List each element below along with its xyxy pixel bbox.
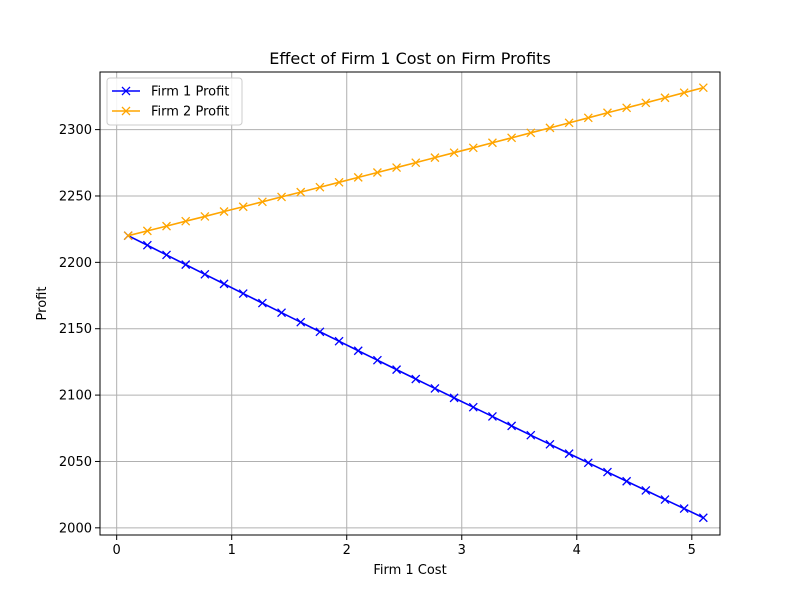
firm-2-profit-marker [468, 143, 478, 153]
firm-2-profit-marker [238, 202, 248, 212]
plot-area [100, 72, 720, 535]
firm-2-profit-marker [583, 113, 593, 123]
firm-2-profit-series [123, 83, 708, 241]
firm-2-profit-marker [449, 148, 459, 158]
firm-1-profit-marker [449, 393, 459, 403]
firm-1-profit-marker [564, 449, 574, 459]
firm-1-profit-marker [583, 458, 593, 468]
firm-2-profit-marker [296, 187, 306, 197]
plot-frame [99, 71, 721, 536]
firm-1-profit-marker [698, 513, 708, 523]
firm-1-profit-marker [641, 485, 651, 495]
firm-1-profit-series [123, 231, 708, 523]
firm-2-profit-marker [315, 182, 325, 192]
firm-2-profit-marker [430, 153, 440, 163]
firm-2-profit-legend-label: Firm 2 Profit [151, 105, 229, 120]
firm-2-profit-marker [660, 93, 670, 103]
firm-2-profit-marker [162, 221, 171, 231]
firm-1-profit-marker [507, 421, 517, 431]
firm-1-profit-marker [219, 279, 229, 289]
firm-1-profit-legend-marker [121, 86, 131, 96]
firm-2-profit-marker [545, 123, 555, 133]
firm-2-profit-marker [334, 177, 344, 187]
y-tick-label: 2100 [59, 389, 92, 404]
y-tick-label: 2300 [59, 123, 92, 138]
y-axis: 2000 2050 2100 2150 2200 2250 2300 [59, 123, 100, 536]
y-tick-label: 2200 [59, 256, 92, 271]
firm-1-profit-marker [392, 365, 402, 375]
firm-2-profit-marker [603, 108, 612, 118]
firm-1-profit-marker [487, 412, 497, 421]
firm-1-profit-marker [603, 467, 612, 477]
firm-1-profit-marker [162, 250, 171, 260]
firm-1-profit-marker [257, 298, 267, 308]
x-tick-label: 0 [113, 543, 121, 558]
firm-1-profit-marker [200, 269, 210, 279]
firm-2-profit-marker [219, 207, 229, 216]
legend: Firm 1 Profit Firm 2 Profit [106, 77, 243, 126]
chart-title: Effect of Firm 1 Cost on Firm Profits [269, 49, 551, 68]
firm-1-profit-marker [468, 402, 478, 412]
y-axis-label: Profit [35, 287, 50, 321]
series-layer [123, 83, 708, 523]
firm-2-profit-marker [392, 163, 402, 173]
firm-1-profit-marker [679, 504, 689, 514]
firm-1-profit-marker [660, 495, 670, 505]
firm-2-profit-marker [507, 133, 517, 143]
firm-1-profit-legend-label: Firm 1 Profit [151, 85, 229, 100]
y-tick-label: 2000 [59, 521, 92, 536]
firm-2-profit-marker [181, 216, 191, 226]
firm-1-profit-marker [526, 430, 536, 440]
firm-1-profit-marker [277, 308, 287, 318]
legend-box [106, 77, 243, 126]
firm-1-profit-marker [353, 346, 363, 356]
firm-1-profit-marker [372, 355, 382, 365]
firm-1-profit-marker [411, 374, 421, 384]
firm-1-profit-marker [142, 240, 152, 250]
firm-2-profit-marker [487, 138, 497, 148]
y-tick-label: 2250 [59, 189, 92, 204]
firm-2-profit-marker [622, 103, 632, 113]
firm-2-profit-marker [411, 158, 421, 168]
firm-2-profit-marker [564, 118, 574, 128]
firm-2-profit-marker [142, 226, 152, 236]
firm-2-profit-marker [123, 231, 133, 241]
y-tick-label: 2050 [59, 455, 92, 470]
firm-1-profit-marker [622, 476, 632, 486]
firm-2-profit-marker [257, 197, 267, 207]
firm-2-profit-marker [372, 168, 382, 177]
y-tick-label: 2150 [59, 322, 92, 337]
x-tick-label: 1 [228, 543, 236, 558]
firm-1-profit-marker [296, 317, 306, 327]
grid [100, 72, 720, 535]
firm-1-profit-marker [315, 327, 325, 337]
firm-2-profit-marker [277, 192, 287, 202]
firm-2-profit-marker [679, 88, 689, 98]
firm-1-profit-marker [334, 336, 344, 346]
firm-1-profit-marker [545, 439, 555, 449]
x-axis-label: Firm 1 Cost [373, 563, 446, 578]
x-axis: 0 1 2 3 4 5 [113, 535, 696, 558]
x-tick-label: 4 [573, 543, 581, 558]
x-tick-label: 5 [688, 543, 696, 558]
firm-1-profit-marker [238, 289, 248, 299]
firm-1-profit-marker [181, 260, 191, 270]
x-tick-label: 2 [343, 543, 351, 558]
firm-2-profit-marker [641, 98, 651, 108]
firm-1-profit-marker [430, 383, 440, 393]
firm-2-profit-legend-marker [121, 106, 131, 116]
firm-2-profit-marker [526, 128, 536, 138]
firm-2-profit-marker [353, 172, 363, 182]
x-tick-label: 3 [458, 543, 466, 558]
firm-2-profit-marker [200, 211, 210, 221]
firm-2-profit-marker [698, 83, 708, 93]
